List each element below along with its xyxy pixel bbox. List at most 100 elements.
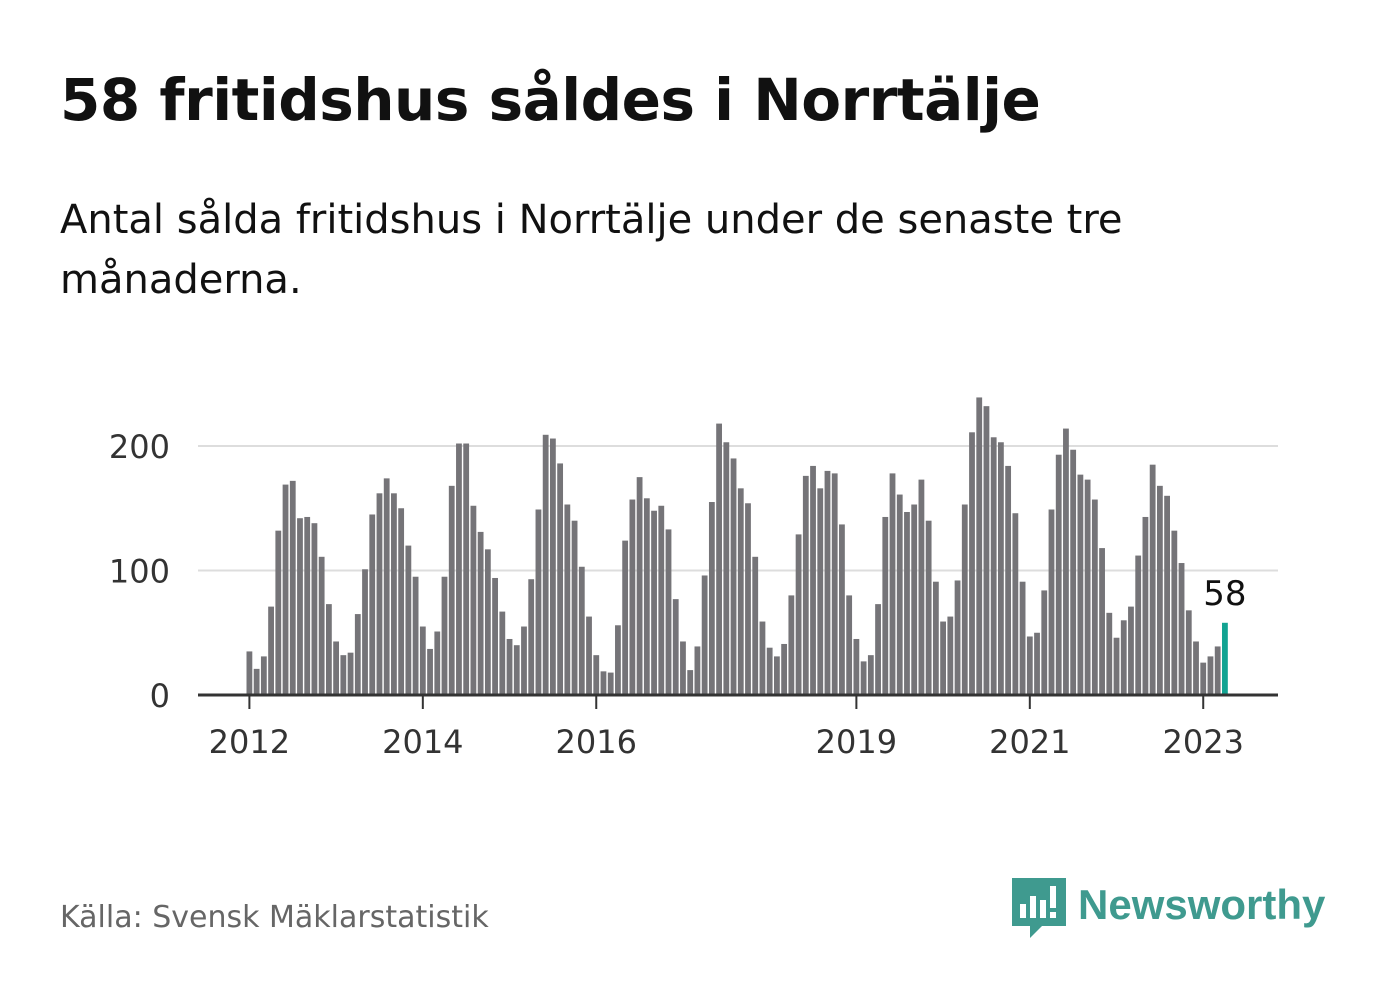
bar — [246, 651, 253, 695]
bar — [484, 549, 491, 696]
bar — [940, 621, 946, 695]
bar — [441, 576, 448, 696]
bar — [961, 504, 968, 695]
bar — [347, 652, 354, 695]
bar — [636, 477, 643, 696]
bar — [875, 604, 881, 696]
bar — [911, 504, 918, 695]
highlight-value-label: 58 — [1203, 574, 1246, 614]
y-tick-label-0: 0 — [150, 677, 170, 715]
bar — [831, 473, 838, 695]
bar — [456, 443, 462, 695]
newsworthy-logo-text: Newsworthy — [1078, 881, 1326, 928]
bar — [1178, 563, 1185, 695]
bar — [253, 668, 260, 696]
bar — [998, 442, 1004, 695]
bar — [398, 508, 405, 695]
bar — [1048, 509, 1055, 696]
bar — [311, 523, 318, 695]
bar — [564, 504, 571, 695]
bar — [622, 540, 629, 695]
bar — [860, 661, 867, 695]
y-tick-label-200: 200 — [109, 428, 170, 466]
bar — [1041, 590, 1048, 695]
bar — [1099, 548, 1105, 695]
bar — [1156, 485, 1163, 695]
bar — [788, 595, 795, 695]
bar — [513, 645, 520, 695]
bar — [1193, 641, 1199, 696]
bar — [304, 516, 311, 695]
bar — [521, 626, 527, 695]
bar — [362, 569, 368, 695]
bar — [542, 434, 549, 695]
bar — [499, 611, 506, 696]
chart-subtitle: Antal sålda fritidshus i Norrtälje under… — [60, 197, 1123, 303]
bar — [824, 470, 831, 695]
bar — [557, 463, 564, 695]
bar — [687, 670, 694, 695]
bar — [419, 626, 426, 695]
bar — [1164, 495, 1170, 695]
bar — [260, 656, 267, 695]
bar — [976, 397, 983, 695]
bar — [658, 505, 665, 695]
bar — [470, 505, 477, 695]
x-tick-label-2019: 2019 — [816, 723, 897, 761]
bar — [969, 432, 975, 695]
bar — [1012, 513, 1019, 695]
bar — [665, 529, 672, 695]
bar — [586, 616, 592, 696]
bar — [318, 556, 325, 695]
bar — [889, 473, 896, 695]
bar — [615, 625, 621, 695]
bar — [1063, 428, 1069, 695]
bar — [506, 638, 513, 696]
bar — [1055, 454, 1062, 695]
bar — [932, 581, 939, 695]
labels: 0 100 200 58 2012 2014 2016 2019 2021 2023 — [109, 428, 1247, 761]
bar — [549, 438, 556, 695]
bar — [846, 595, 853, 695]
bar — [289, 480, 296, 695]
bar — [745, 503, 751, 695]
bar — [391, 493, 397, 695]
bar — [651, 510, 657, 695]
bar — [535, 509, 542, 696]
bars — [246, 397, 1228, 696]
x-tick-label-2014: 2014 — [382, 723, 463, 761]
bar — [1077, 474, 1084, 695]
bar — [268, 606, 274, 696]
y-tick-label-100: 100 — [109, 553, 170, 591]
bar — [896, 494, 903, 695]
bar — [1142, 516, 1149, 695]
bar — [853, 638, 860, 696]
source-note: Källa: Svensk Mäklarstatistik — [60, 900, 489, 935]
bar — [817, 488, 824, 695]
bar — [434, 631, 441, 695]
bar — [607, 672, 614, 695]
bar — [578, 566, 585, 695]
bar — [1106, 612, 1113, 695]
bar — [1070, 449, 1077, 696]
bar — [680, 641, 686, 696]
bar — [412, 576, 419, 696]
newsworthy-logo-icon — [1012, 878, 1066, 938]
bar — [925, 520, 932, 695]
bar — [839, 524, 845, 695]
bar — [333, 641, 340, 696]
bar — [954, 580, 961, 695]
bar — [694, 646, 701, 695]
bar — [983, 406, 990, 695]
bar — [708, 502, 715, 695]
bar — [376, 493, 383, 695]
x-axis — [198, 693, 1278, 709]
bar — [737, 488, 744, 695]
bar — [701, 575, 708, 695]
bar — [990, 437, 997, 695]
bar — [282, 484, 289, 695]
bar — [810, 465, 816, 695]
bar — [904, 511, 910, 696]
bar — [492, 577, 498, 695]
bar — [1135, 555, 1142, 695]
